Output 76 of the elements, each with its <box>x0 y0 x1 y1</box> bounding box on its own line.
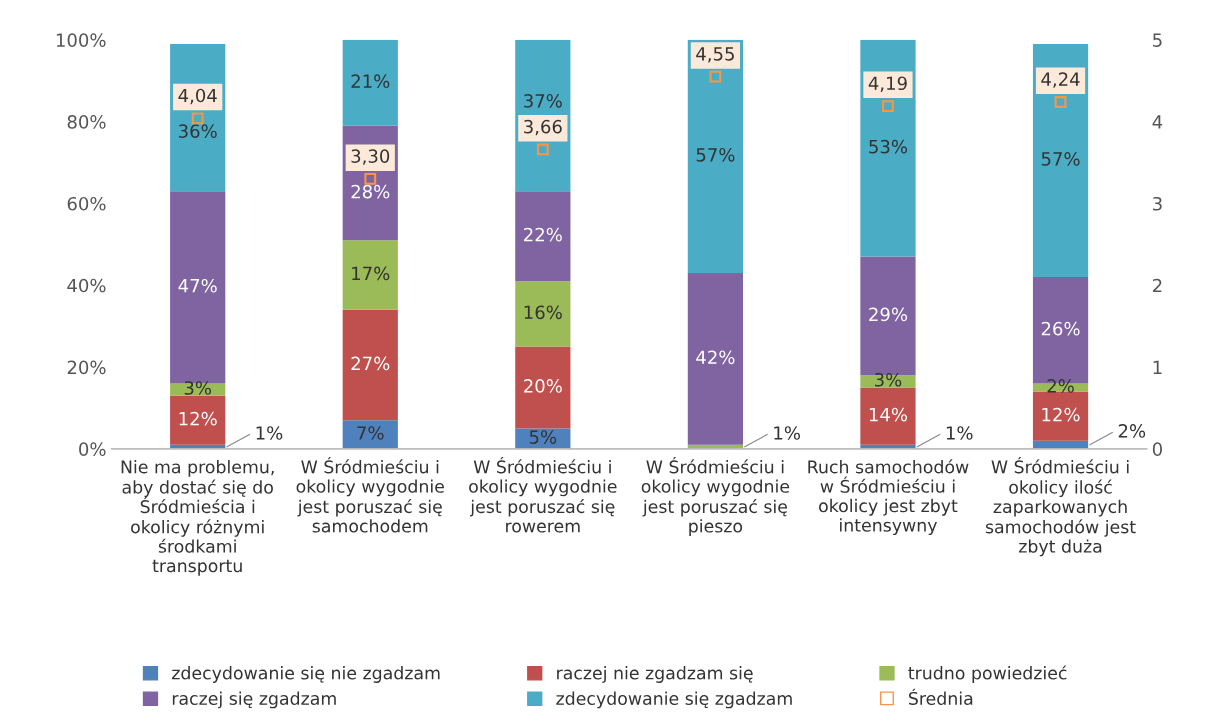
x-tick-label: W Śródmieściu i okolicy wygodnie jest poruszać się rowerem <box>469 457 617 533</box>
data-label: 12% <box>179 411 217 426</box>
y-tick-label: 40% <box>67 278 106 293</box>
data-label: 3% <box>875 372 902 387</box>
x-tick-label: Nie ma problemu, aby dostać się do Śródmieścia i okolicy różnymi środkami transportu <box>121 459 274 576</box>
data-label: 36% <box>179 124 217 138</box>
data-label: 7% <box>357 426 384 440</box>
bar <box>170 395 226 445</box>
data-label: 29% <box>869 307 908 322</box>
legend-label: raczej nie zgadzam się <box>557 666 753 683</box>
bar <box>860 387 916 445</box>
data-label: 37% <box>524 93 562 108</box>
data-label: 27% <box>351 356 390 371</box>
data-label: 3% <box>184 381 212 395</box>
data-label: 21% <box>351 74 390 89</box>
data-label: 5% <box>529 430 557 444</box>
point <box>191 112 204 125</box>
data-label: 26% <box>1041 321 1080 336</box>
data-label: 1% <box>256 426 283 440</box>
bar <box>515 346 571 429</box>
point <box>536 143 549 156</box>
bar <box>515 281 571 347</box>
data-label: 47% <box>178 278 217 293</box>
bar <box>342 309 398 421</box>
data-label: 4,24 <box>1041 72 1080 88</box>
data-label: 4,19 <box>868 76 907 92</box>
y2-tick-label: 5 <box>1153 33 1162 47</box>
point <box>882 100 894 112</box>
y-tick-label: 0% <box>79 442 106 456</box>
legend-label: raczej się zgadzam <box>172 691 336 709</box>
legend-label: Średnia <box>908 688 973 706</box>
data-label: 1% <box>946 426 973 440</box>
legend-label: zdecydowanie się nie zgadzam <box>172 666 440 683</box>
data-label: 16% <box>524 305 562 320</box>
data-label: 42% <box>696 350 735 365</box>
y-tick-label: 100% <box>56 33 106 47</box>
legend-label: zdecydowanie się zgadzam <box>556 691 792 709</box>
legend-label: trudno powiedzieć <box>908 665 1067 683</box>
data-label: 22% <box>524 227 562 242</box>
data-label: 17% <box>352 266 390 281</box>
data-label: 2% <box>1118 424 1146 438</box>
data-label: 53% <box>869 139 908 154</box>
y2-tick-label: 1 <box>1153 360 1162 374</box>
point <box>709 70 722 83</box>
x-tick-label: W Śródmieściu i okolicy ilość zaparkowanych samochodów jest zbyt duża <box>985 457 1136 557</box>
bar <box>515 191 571 282</box>
data-label: 57% <box>1041 152 1080 166</box>
x-tick-label: Ruch samochodów w Śródmieściu i okolicy jest zbyt intensywny <box>808 459 969 536</box>
point <box>1054 96 1067 108</box>
y2-tick-label: 2 <box>1153 278 1162 293</box>
bar <box>170 383 226 396</box>
bar <box>687 272 744 445</box>
data-label: 3,30 <box>351 149 390 165</box>
data-label: 4,55 <box>696 47 734 63</box>
bar <box>342 240 398 310</box>
bar <box>342 420 398 449</box>
data-label: 4,04 <box>178 88 217 105</box>
data-label: 3,66 <box>524 119 562 136</box>
x-tick-label: W Śródmieściu i okolicy wygodnie jest poruszać się pieszo <box>641 457 790 536</box>
y2-tick-label: 4 <box>1152 115 1163 129</box>
bar <box>1032 391 1089 441</box>
y2-tick-label: 3 <box>1153 196 1162 211</box>
y-tick-label: 20% <box>67 360 106 375</box>
y2-tick-label: 0 <box>1152 442 1162 456</box>
x-tick-label: W Śródmieściu i okolicy wygodnie jest poruszać się samochodem <box>296 457 444 533</box>
point <box>364 173 377 185</box>
y-tick-label: 60% <box>67 196 106 211</box>
y-tick-label: 80% <box>67 115 106 129</box>
data-label: 20% <box>524 379 562 393</box>
data-label: 57% <box>696 147 735 162</box>
data-label: 28% <box>351 184 390 199</box>
bar <box>860 375 916 388</box>
data-label: 1% <box>774 426 800 440</box>
data-label: 14% <box>869 407 908 422</box>
data-label: 12% <box>1042 407 1080 422</box>
bar <box>342 39 398 126</box>
